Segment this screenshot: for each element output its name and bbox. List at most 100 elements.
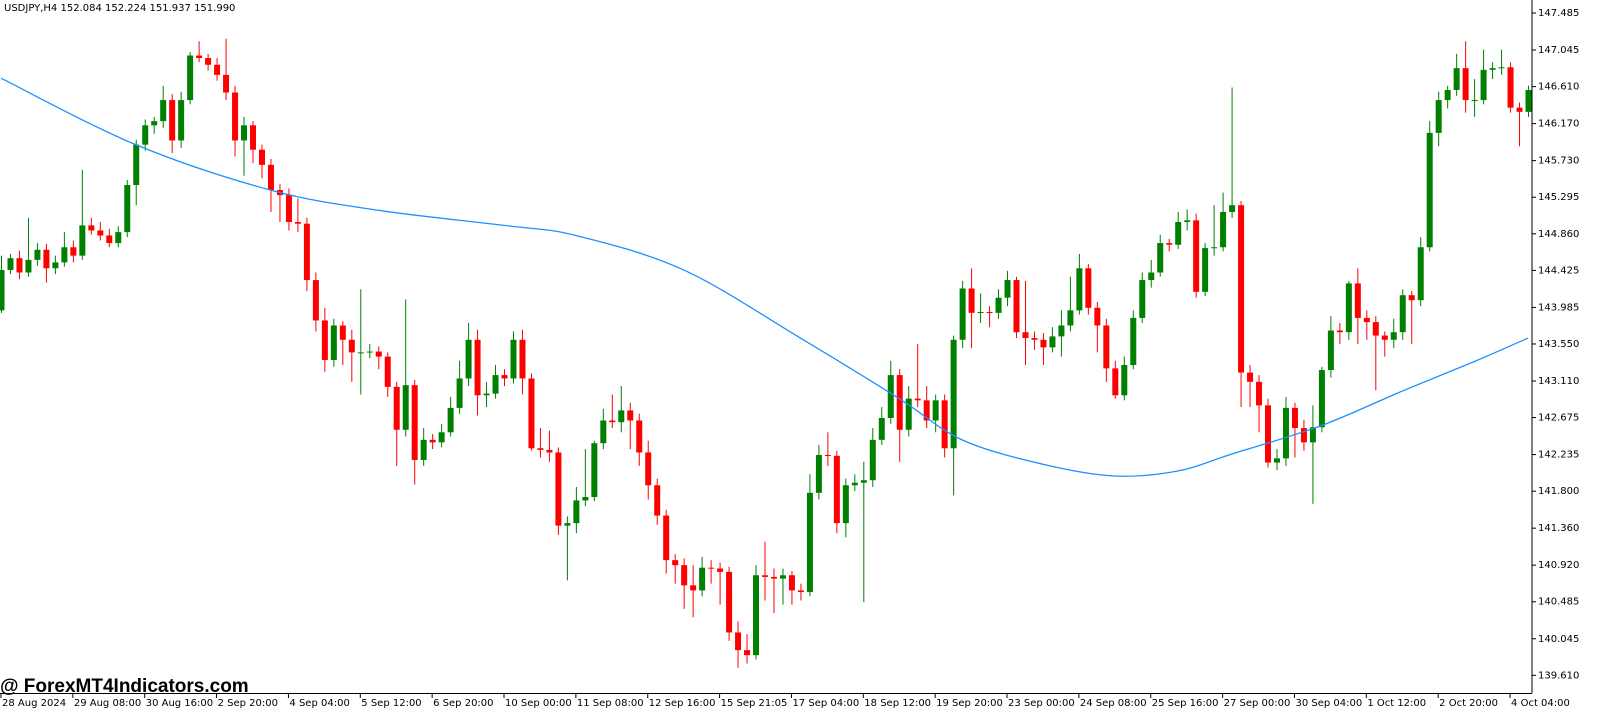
candle-body bbox=[1067, 310, 1074, 326]
candle-body bbox=[1247, 372, 1254, 382]
candle-body bbox=[986, 312, 993, 314]
candle-body bbox=[1480, 69, 1487, 101]
x-tick-label: 18 Sep 12:00 bbox=[864, 698, 931, 709]
candle-body bbox=[959, 288, 966, 340]
candle-body bbox=[1453, 68, 1460, 90]
candle-body bbox=[133, 144, 140, 186]
watermark: @ ForexMT4Indicators.com bbox=[0, 676, 249, 697]
candle-body bbox=[654, 485, 661, 516]
candle-body bbox=[1525, 89, 1532, 112]
candle-body bbox=[1013, 280, 1020, 333]
candle-body bbox=[950, 339, 957, 449]
y-tick-label: 140.485 bbox=[1538, 597, 1579, 608]
candle-body bbox=[16, 258, 23, 273]
candle-body bbox=[294, 222, 301, 224]
candle-body bbox=[169, 100, 176, 141]
candle-body bbox=[1148, 272, 1155, 281]
candle-body bbox=[7, 258, 14, 270]
candle-body bbox=[1336, 330, 1343, 333]
candle-body bbox=[600, 420, 607, 444]
candle-body bbox=[1498, 67, 1505, 69]
y-tick-label: 146.170 bbox=[1538, 119, 1579, 130]
candle-body bbox=[968, 288, 975, 313]
y-tick-label: 143.985 bbox=[1538, 302, 1579, 313]
candle-body bbox=[402, 385, 409, 430]
candle-body bbox=[1471, 100, 1478, 102]
candle-body bbox=[1435, 100, 1442, 133]
x-tick-label: 30 Sep 04:00 bbox=[1295, 698, 1362, 709]
candle-body bbox=[1265, 405, 1272, 463]
candle-body bbox=[483, 393, 490, 396]
y-tick-label: 144.860 bbox=[1538, 229, 1579, 240]
plot-area bbox=[0, 38, 1532, 668]
candle-body bbox=[205, 58, 212, 65]
candle-body bbox=[1022, 332, 1029, 339]
candle-body bbox=[878, 417, 885, 440]
candle-body bbox=[905, 398, 912, 430]
candle-body bbox=[1363, 317, 1370, 323]
candle-body bbox=[663, 515, 670, 561]
candle-body bbox=[1345, 283, 1352, 333]
candle-body bbox=[1291, 407, 1298, 429]
candle-body bbox=[672, 560, 679, 566]
x-tick-label: 2 Sep 20:00 bbox=[218, 698, 278, 709]
candle-body bbox=[1112, 368, 1119, 396]
y-tick-label: 143.110 bbox=[1538, 376, 1579, 387]
candle-body bbox=[1157, 243, 1164, 273]
candle-body bbox=[941, 400, 948, 449]
candle-body bbox=[1094, 307, 1101, 326]
candle-body bbox=[321, 320, 328, 360]
candle-body bbox=[474, 339, 481, 396]
candle-body bbox=[25, 259, 32, 273]
y-tick-label: 147.485 bbox=[1538, 8, 1579, 19]
candle-body bbox=[519, 339, 526, 379]
candle-body bbox=[348, 339, 355, 353]
candle-body bbox=[591, 443, 598, 498]
candle-body bbox=[699, 567, 706, 591]
candle-body bbox=[735, 632, 742, 651]
candle-body bbox=[806, 492, 813, 593]
chart-title: USDJPY,H4 152.084 152.224 151.937 151.99… bbox=[4, 3, 235, 14]
x-tick-label: 17 Sep 04:00 bbox=[792, 698, 859, 709]
x-tick-label: 6 Sep 20:00 bbox=[433, 698, 493, 709]
candle-body bbox=[0, 269, 5, 311]
candle-body bbox=[564, 523, 571, 526]
candle-body bbox=[411, 385, 418, 461]
candle-body bbox=[34, 249, 41, 260]
candle-body bbox=[375, 351, 382, 357]
candle-body bbox=[744, 650, 751, 656]
candle-body bbox=[573, 500, 580, 524]
candle-body bbox=[312, 280, 319, 321]
candle-body bbox=[106, 235, 113, 244]
y-tick-label: 142.675 bbox=[1538, 413, 1579, 424]
candle-body bbox=[1273, 458, 1280, 463]
candle-body bbox=[1399, 295, 1406, 333]
candle-body bbox=[851, 482, 858, 486]
candle-body bbox=[842, 485, 849, 524]
x-tick-label: 28 Aug 2024 bbox=[2, 698, 66, 709]
candle-body bbox=[258, 149, 265, 165]
candle-body bbox=[788, 575, 795, 591]
candle-body bbox=[178, 100, 185, 141]
candle-body bbox=[1031, 338, 1038, 340]
moving-average-line bbox=[0, 77, 1529, 477]
candle-body bbox=[160, 100, 167, 122]
candle-body bbox=[1202, 248, 1209, 292]
candle-body bbox=[797, 590, 804, 593]
candle-body bbox=[582, 497, 589, 501]
candle-body bbox=[429, 439, 436, 443]
x-tick-label: 15 Sep 21:05 bbox=[721, 698, 788, 709]
candle-body bbox=[815, 454, 822, 493]
y-tick-label: 147.045 bbox=[1538, 45, 1579, 56]
candle-body bbox=[1004, 280, 1011, 298]
candle-body bbox=[690, 585, 697, 591]
candle-body bbox=[1426, 132, 1433, 248]
candle-body bbox=[124, 185, 131, 233]
candle-body bbox=[88, 225, 95, 231]
candle-body bbox=[1417, 247, 1424, 301]
candle-body bbox=[79, 225, 86, 256]
candle-body bbox=[779, 575, 786, 579]
x-tick-label: 29 Aug 08:00 bbox=[74, 698, 141, 709]
candle-body bbox=[1309, 427, 1316, 443]
